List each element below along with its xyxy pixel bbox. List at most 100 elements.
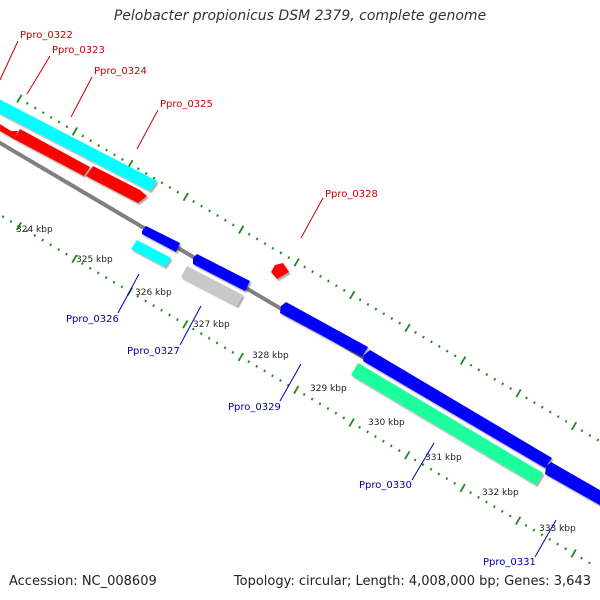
gene-ppro-blue-long-arrow[interactable]: [363, 350, 552, 468]
major-tick: [349, 290, 356, 300]
minor-tick: [224, 218, 227, 222]
minor-tick: [311, 270, 314, 274]
major-tick: [16, 94, 23, 103]
gene-label-ppro-0330[interactable]: Ppro_0330: [359, 480, 412, 491]
minor-tick: [263, 369, 266, 373]
gene-ppro-0322-arrow[interactable]: [0, 121, 18, 139]
gene-ppro-0323-arrow[interactable]: [0, 97, 157, 191]
gene-label-ppro-0326[interactable]: Ppro_0326: [66, 314, 119, 325]
gene-labels: Ppro_0322 Ppro_0323 Ppro_0324 Ppro_0325 …: [20, 30, 536, 568]
minor-tick: [65, 252, 68, 256]
minor-tick: [192, 200, 196, 204]
gene-ppro-0326-arrow[interactable]: [131, 240, 171, 267]
minor-tick: [65, 125, 69, 129]
major-tick: [15, 221, 22, 231]
minor-tick: [556, 415, 560, 419]
minor-tick: [255, 364, 259, 368]
minor-tick: [596, 438, 600, 442]
minor-tick: [97, 143, 100, 147]
minor-tick: [168, 186, 172, 189]
minor-tick: [89, 139, 93, 143]
minor-tick: [366, 430, 369, 434]
minor-tick: [382, 312, 386, 316]
minor-tick: [88, 266, 92, 270]
minor-tick: [437, 472, 441, 476]
scale-label: 330 kbp: [368, 418, 405, 428]
minor-tick: [271, 246, 275, 250]
major-tick: [404, 450, 411, 460]
minor-tick: [453, 354, 457, 358]
scale-label: 326 kbp: [135, 288, 172, 298]
major-tick: [182, 319, 189, 329]
minor-tick: [310, 397, 314, 401]
major-tick: [293, 385, 300, 395]
leader-ppro-0326: [117, 273, 140, 314]
minor-tick: [191, 327, 195, 331]
minor-tick: [215, 341, 219, 345]
minor-tick: [318, 402, 322, 406]
gene-label-ppro-0331[interactable]: Ppro_0331: [483, 557, 536, 568]
gene-ppro-0331-arrow[interactable]: [545, 462, 600, 508]
minor-tick: [25, 101, 29, 105]
leader-ppro-0331: [534, 519, 557, 558]
minor-tick: [136, 167, 140, 171]
minor-tick: [255, 237, 259, 241]
major-tick: [570, 421, 578, 431]
gene-ppro-0327-arrow[interactable]: [181, 266, 243, 306]
leader-ppro-0324: [70, 76, 93, 118]
minor-tick: [390, 316, 394, 320]
minor-tick: [25, 229, 29, 233]
gene-ppro-0330-arrow[interactable]: [351, 363, 543, 485]
label-leader-lines: [0, 40, 557, 558]
gene-label-ppro-0323[interactable]: Ppro_0323: [52, 45, 105, 56]
minor-tick: [342, 416, 346, 420]
minor-tick: [564, 419, 568, 423]
gene-ppro-0324-arrow[interactable]: [14, 129, 90, 176]
minor-tick: [580, 429, 584, 433]
minor-tick: [533, 401, 536, 405]
minor-tick: [247, 232, 251, 236]
minor-tick: [33, 106, 37, 110]
gene-ppro-0325-arrow[interactable]: [86, 166, 147, 203]
gene-ppro-0326a-arrow[interactable]: [142, 226, 180, 252]
major-tick: [293, 257, 300, 267]
minor-tick: [263, 242, 267, 246]
minor-tick: [580, 556, 583, 560]
minor-tick: [469, 363, 473, 367]
gene-label-ppro-0324[interactable]: Ppro_0324: [94, 66, 147, 77]
gene-label-ppro-0327[interactable]: Ppro_0327: [127, 346, 180, 357]
gene-ppro-0328-arrow[interactable]: [271, 263, 289, 279]
minor-tick: [57, 248, 60, 251]
minor-tick: [453, 481, 457, 485]
minor-tick: [540, 405, 544, 409]
gene-features: [0, 97, 600, 508]
minor-tick: [168, 313, 171, 317]
major-tick: [71, 254, 78, 264]
accession-text: Accession: NC_008609: [9, 574, 157, 589]
minor-tick: [247, 360, 251, 364]
minor-tick: [437, 345, 441, 348]
gene-label-ppro-0322[interactable]: Ppro_0322: [20, 30, 73, 41]
gene-ppro-blue-short-arrow[interactable]: [193, 254, 250, 291]
tick-marks: [1, 94, 600, 565]
minor-tick: [509, 387, 512, 391]
minor-tick: [279, 378, 282, 382]
minor-tick: [501, 382, 505, 386]
minor-tick: [144, 299, 148, 303]
scale-label: 329 kbp: [310, 384, 347, 394]
gene-label-ppro-0328[interactable]: Ppro_0328: [325, 189, 378, 200]
minor-tick: [231, 223, 235, 227]
minor-tick: [152, 304, 156, 308]
minor-tick: [429, 467, 433, 471]
gene-ppro-0329-arrow[interactable]: [280, 302, 368, 357]
gene-label-ppro-0325[interactable]: Ppro_0325: [160, 99, 213, 110]
minor-tick: [556, 542, 560, 546]
gene-label-ppro-0329[interactable]: Ppro_0329: [228, 402, 281, 413]
scale-label: 325 kbp: [76, 255, 113, 265]
minor-tick: [160, 308, 163, 312]
minor-tick: [302, 392, 306, 396]
minor-tick: [112, 280, 116, 284]
minor-tick: [469, 491, 472, 495]
minor-tick: [389, 444, 393, 448]
minor-tick: [199, 332, 203, 336]
